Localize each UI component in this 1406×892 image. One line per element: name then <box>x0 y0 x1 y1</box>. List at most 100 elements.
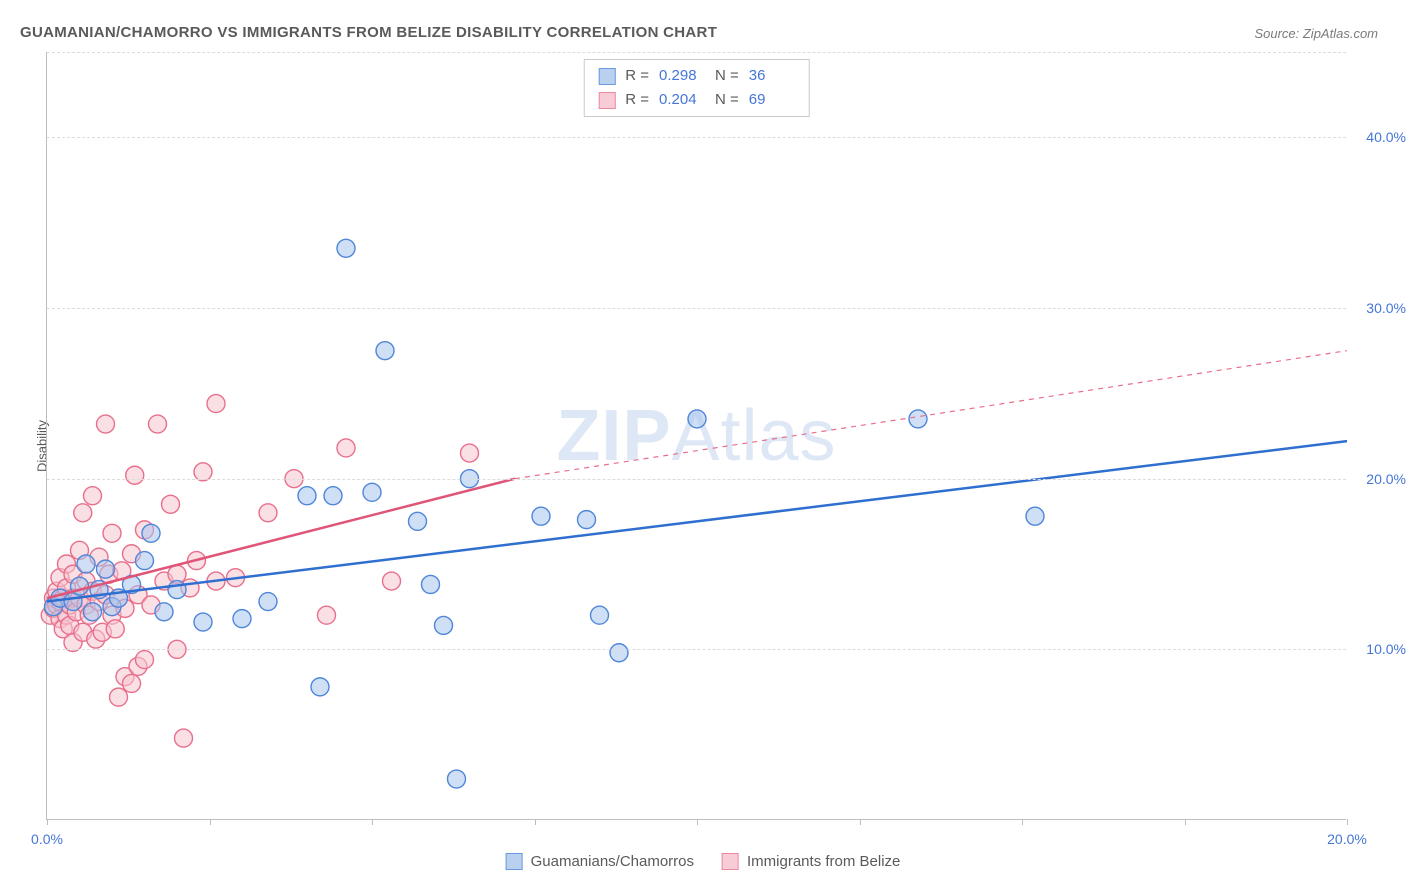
scatter-point <box>80 606 98 624</box>
x-tick <box>535 819 536 825</box>
watermark-rest: Atlas <box>671 396 836 476</box>
trend-line <box>515 351 1347 479</box>
watermark-bold: ZIP <box>556 396 671 476</box>
chart-title: GUAMANIAN/CHAMORRO VS IMMIGRANTS FROM BE… <box>20 24 717 41</box>
scatter-point <box>54 589 72 607</box>
stats-box: R =0.298N =36R =0.204N =69 <box>583 59 810 117</box>
scatter-point <box>181 579 199 597</box>
stats-row: R =0.204N =69 <box>598 88 795 112</box>
legend-swatch <box>598 68 615 85</box>
x-tick <box>372 819 373 825</box>
stats-n-label: N = <box>715 88 739 112</box>
scatter-point <box>77 596 95 614</box>
scatter-point <box>1026 507 1044 525</box>
scatter-point <box>155 603 173 621</box>
scatter-point <box>136 552 154 570</box>
scatter-point <box>51 569 69 587</box>
scatter-point <box>97 415 115 433</box>
scatter-point <box>58 606 76 624</box>
scatter-point <box>97 560 115 578</box>
plot-area: ZIPAtlas R =0.298N =36R =0.204N =69 10.0… <box>46 52 1346 820</box>
legend-label: Guamanians/Chamorros <box>531 853 694 870</box>
scatter-point <box>103 598 121 616</box>
scatter-point <box>110 688 128 706</box>
scatter-point <box>71 541 89 559</box>
scatter-point <box>591 606 609 624</box>
scatter-point <box>116 668 134 686</box>
scatter-point <box>48 596 66 614</box>
y-tick-label: 40.0% <box>1351 129 1406 145</box>
scatter-point <box>129 586 147 604</box>
stats-r-value: 0.298 <box>659 64 705 88</box>
scatter-point <box>67 603 85 621</box>
stats-r-label: R = <box>625 88 649 112</box>
x-tick <box>1022 819 1023 825</box>
scatter-point <box>93 623 111 641</box>
x-tick <box>1185 819 1186 825</box>
y-tick-label: 10.0% <box>1351 641 1406 657</box>
legend-swatch <box>598 92 615 109</box>
scatter-point <box>233 610 251 628</box>
scatter-point <box>77 572 95 590</box>
scatter-point <box>123 575 141 593</box>
scatter-point <box>41 606 59 624</box>
scatter-point <box>77 555 95 573</box>
scatter-point <box>259 504 277 522</box>
scatter-point <box>87 630 105 648</box>
scatter-point <box>227 569 245 587</box>
grid-line <box>47 649 1346 650</box>
source-attribution: Source: ZipAtlas.com <box>1254 26 1378 41</box>
scatter-point <box>175 729 193 747</box>
scatter-point <box>435 616 453 634</box>
scatter-point <box>84 582 102 600</box>
scatter-point <box>142 524 160 542</box>
scatter-point <box>324 487 342 505</box>
y-tick-label: 20.0% <box>1351 471 1406 487</box>
scatter-point <box>448 770 466 788</box>
scatter-point <box>116 599 134 617</box>
x-tick-label: 0.0% <box>31 831 63 847</box>
scatter-point <box>90 581 108 599</box>
scatter-point <box>311 678 329 696</box>
legend-swatch <box>722 853 739 870</box>
scatter-point <box>337 439 355 457</box>
scatter-point <box>45 598 63 616</box>
scatter-point <box>136 521 154 539</box>
scatter-point <box>578 511 596 529</box>
scatter-point <box>461 444 479 462</box>
x-tick <box>1347 819 1348 825</box>
scatter-point <box>123 674 141 692</box>
watermark: ZIPAtlas <box>556 395 836 477</box>
y-tick-label: 30.0% <box>1351 300 1406 316</box>
scatter-point <box>207 572 225 590</box>
scatter-point <box>155 572 173 590</box>
scatter-point <box>376 342 394 360</box>
scatter-point <box>58 555 76 573</box>
scatter-point <box>136 651 154 669</box>
bottom-legend: Guamanians/ChamorrosImmigrants from Beli… <box>506 853 901 870</box>
scatter-point <box>409 512 427 530</box>
scatter-point <box>123 545 141 563</box>
scatter-point <box>110 589 128 607</box>
scatter-point <box>64 565 82 583</box>
scatter-point <box>61 596 79 614</box>
scatter-point <box>45 599 63 617</box>
scatter-point <box>126 466 144 484</box>
scatter-point <box>110 589 128 607</box>
x-tick <box>697 819 698 825</box>
stats-n-value: 69 <box>749 88 795 112</box>
stats-n-label: N = <box>715 64 739 88</box>
scatter-point <box>142 596 160 614</box>
scatter-point <box>97 586 115 604</box>
scatter-point <box>100 565 118 583</box>
scatter-point <box>129 657 147 675</box>
x-tick <box>210 819 211 825</box>
stats-row: R =0.298N =36 <box>598 64 795 88</box>
scatter-point <box>422 575 440 593</box>
scatter-point <box>688 410 706 428</box>
trend-line <box>47 441 1347 601</box>
scatter-point <box>54 620 72 638</box>
legend-item: Guamanians/Chamorros <box>506 853 694 870</box>
scatter-point <box>58 579 76 597</box>
stats-r-label: R = <box>625 64 649 88</box>
